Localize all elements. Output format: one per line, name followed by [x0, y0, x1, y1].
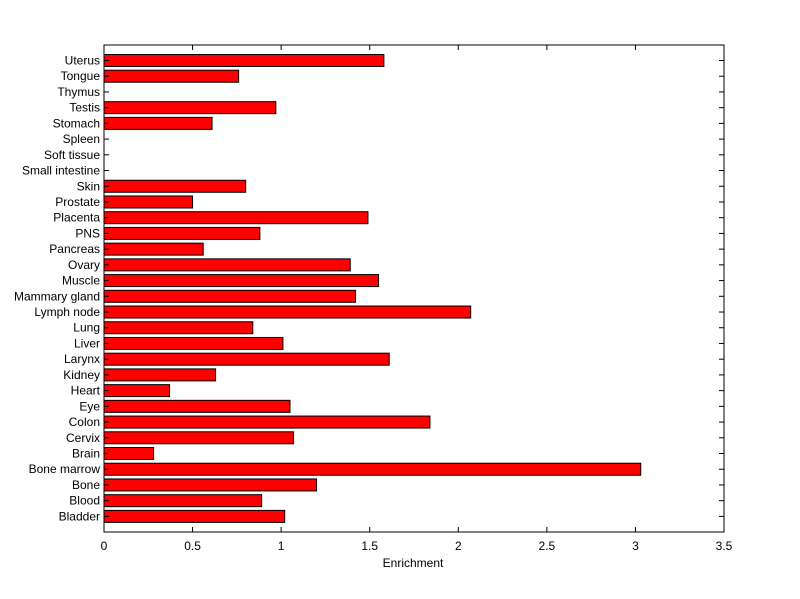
- y-tick-label: Thymus: [57, 85, 100, 99]
- y-tick-label: Small intestine: [22, 164, 100, 178]
- y-tick-label: PNS: [75, 226, 100, 240]
- bar-prostate: [103, 195, 194, 209]
- y-tick-label: Muscle: [62, 274, 100, 288]
- y-tick-label: Blood: [69, 494, 100, 508]
- y-tick-label: Uterus: [65, 54, 100, 68]
- bar-pancreas: [103, 242, 204, 256]
- bar-testis: [103, 101, 277, 115]
- y-tick-label: Placenta: [53, 211, 100, 225]
- x-ticks-group: 0 0.5 1 1.5 2 2.5 3 3.5: [101, 45, 733, 553]
- bar-placenta: [103, 211, 369, 225]
- x-tick-label: 1: [278, 539, 285, 553]
- bar-skin: [103, 179, 247, 193]
- bar-tongue: [103, 69, 240, 83]
- bar-heart: [103, 384, 171, 398]
- y-tick-label: Spleen: [63, 132, 100, 146]
- bar-bone: [103, 478, 318, 492]
- y-tick-label: Heart: [71, 384, 101, 398]
- y-tick-label: Bone: [72, 478, 100, 492]
- y-tick-label: Mammary gland: [14, 289, 100, 303]
- y-tick-label: Tongue: [61, 69, 101, 83]
- bars-group: [103, 54, 642, 523]
- y-tick-label: Pancreas: [49, 242, 100, 256]
- bar-lung: [103, 321, 254, 335]
- bar-muscle: [103, 274, 380, 288]
- y-tick-label: Brain: [72, 447, 100, 461]
- bar-larynx: [103, 352, 390, 366]
- x-axis-label: Enrichment: [383, 556, 444, 570]
- x-tick-label: 1.5: [361, 539, 378, 553]
- y-tick-label: Soft tissue: [44, 148, 100, 162]
- y-tick-label: Larynx: [64, 352, 100, 366]
- y-tick-label: Liver: [74, 336, 100, 350]
- bar-stomach: [103, 116, 213, 130]
- y-tick-label: Cervix: [66, 431, 100, 445]
- x-tick-label: 3: [632, 539, 639, 553]
- x-tick-label: 0: [101, 539, 108, 553]
- y-tick-label: Eye: [79, 399, 100, 413]
- bar-lymph-node: [103, 305, 472, 319]
- bar-brain: [103, 447, 155, 460]
- x-tick-label: 0.5: [184, 539, 201, 553]
- y-tick-label: Lung: [73, 321, 100, 335]
- y-tick-label: Bone marrow: [29, 462, 101, 476]
- plot-frame: [103, 44, 725, 533]
- y-tick-label: Stomach: [53, 116, 100, 130]
- x-tick-label: 3.5: [716, 539, 733, 553]
- bar-ovary: [103, 258, 351, 272]
- bar-blood: [103, 494, 263, 508]
- bar-bladder: [103, 509, 286, 523]
- y-tick-label: Colon: [69, 415, 100, 429]
- y-tick-label: Prostate: [55, 195, 100, 209]
- x-tick-label: 2: [455, 539, 462, 553]
- bar-pns: [103, 226, 261, 240]
- y-tick-label: Kidney: [63, 368, 100, 382]
- y-tick-label: Ovary: [68, 258, 100, 272]
- bar-bone-marrow: [103, 462, 642, 476]
- bar-cervix: [103, 431, 295, 445]
- bar-mammary-gland: [103, 289, 357, 303]
- y-tick-label: Skin: [77, 179, 100, 193]
- bar-colon: [103, 415, 431, 429]
- bar-kidney: [103, 368, 217, 382]
- y-tick-label: Bladder: [59, 509, 100, 523]
- x-tick-label: 2.5: [539, 539, 556, 553]
- y-tick-label: Testis: [69, 101, 100, 115]
- bar-eye: [103, 399, 291, 413]
- bar-uterus: [103, 54, 385, 67]
- y-tick-label: Lymph node: [34, 305, 100, 319]
- bar-liver: [103, 336, 284, 350]
